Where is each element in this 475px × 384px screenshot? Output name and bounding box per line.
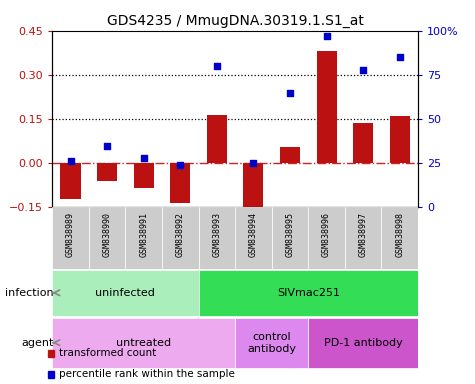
Bar: [52, 270, 199, 316]
Bar: [308, 318, 418, 367]
Text: GSM838992: GSM838992: [176, 212, 185, 257]
Text: GSM838990: GSM838990: [103, 212, 112, 257]
Point: [103, 142, 111, 149]
Text: GSM838997: GSM838997: [359, 212, 368, 257]
Bar: [280, 147, 300, 163]
Bar: [308, 207, 345, 269]
Text: SIVmac251: SIVmac251: [277, 288, 340, 298]
Bar: [207, 114, 227, 163]
Text: uninfected: uninfected: [95, 288, 155, 298]
Text: GSM838989: GSM838989: [66, 212, 75, 257]
Bar: [97, 163, 117, 181]
Point: [360, 66, 367, 73]
Title: GDS4235 / MmugDNA.30319.1.S1_at: GDS4235 / MmugDNA.30319.1.S1_at: [107, 14, 363, 28]
Point: [396, 54, 403, 60]
Bar: [52, 207, 89, 269]
Bar: [272, 207, 308, 269]
Text: GSM838994: GSM838994: [249, 212, 258, 257]
Bar: [390, 116, 410, 163]
Bar: [125, 207, 162, 269]
Text: transformed count: transformed count: [59, 348, 156, 358]
Point: [176, 162, 184, 168]
Point: [323, 33, 331, 39]
Bar: [52, 318, 235, 367]
Point: [66, 158, 74, 164]
Bar: [243, 163, 264, 215]
Text: agent: agent: [21, 338, 53, 348]
Bar: [199, 270, 418, 316]
Point: [213, 63, 220, 69]
Bar: [235, 207, 272, 269]
Text: GSM838991: GSM838991: [139, 212, 148, 257]
Bar: [60, 163, 81, 199]
Text: GSM838995: GSM838995: [285, 212, 294, 257]
Text: GSM838998: GSM838998: [395, 212, 404, 257]
Bar: [89, 207, 125, 269]
Bar: [235, 318, 308, 367]
Text: untreated: untreated: [116, 338, 171, 348]
Text: infection: infection: [5, 288, 53, 298]
Text: control
antibody: control antibody: [247, 332, 296, 354]
Text: GSM838996: GSM838996: [322, 212, 331, 257]
Bar: [381, 207, 418, 269]
Bar: [345, 207, 381, 269]
Text: GSM838993: GSM838993: [212, 212, 221, 257]
Point: [250, 160, 257, 166]
Bar: [199, 207, 235, 269]
Text: percentile rank within the sample: percentile rank within the sample: [59, 369, 235, 379]
Point: [286, 89, 294, 96]
Bar: [316, 51, 337, 163]
Bar: [133, 163, 154, 188]
Text: PD-1 antibody: PD-1 antibody: [324, 338, 402, 348]
Point: [140, 155, 147, 161]
Bar: [170, 163, 190, 203]
Bar: [353, 123, 373, 163]
Bar: [162, 207, 199, 269]
